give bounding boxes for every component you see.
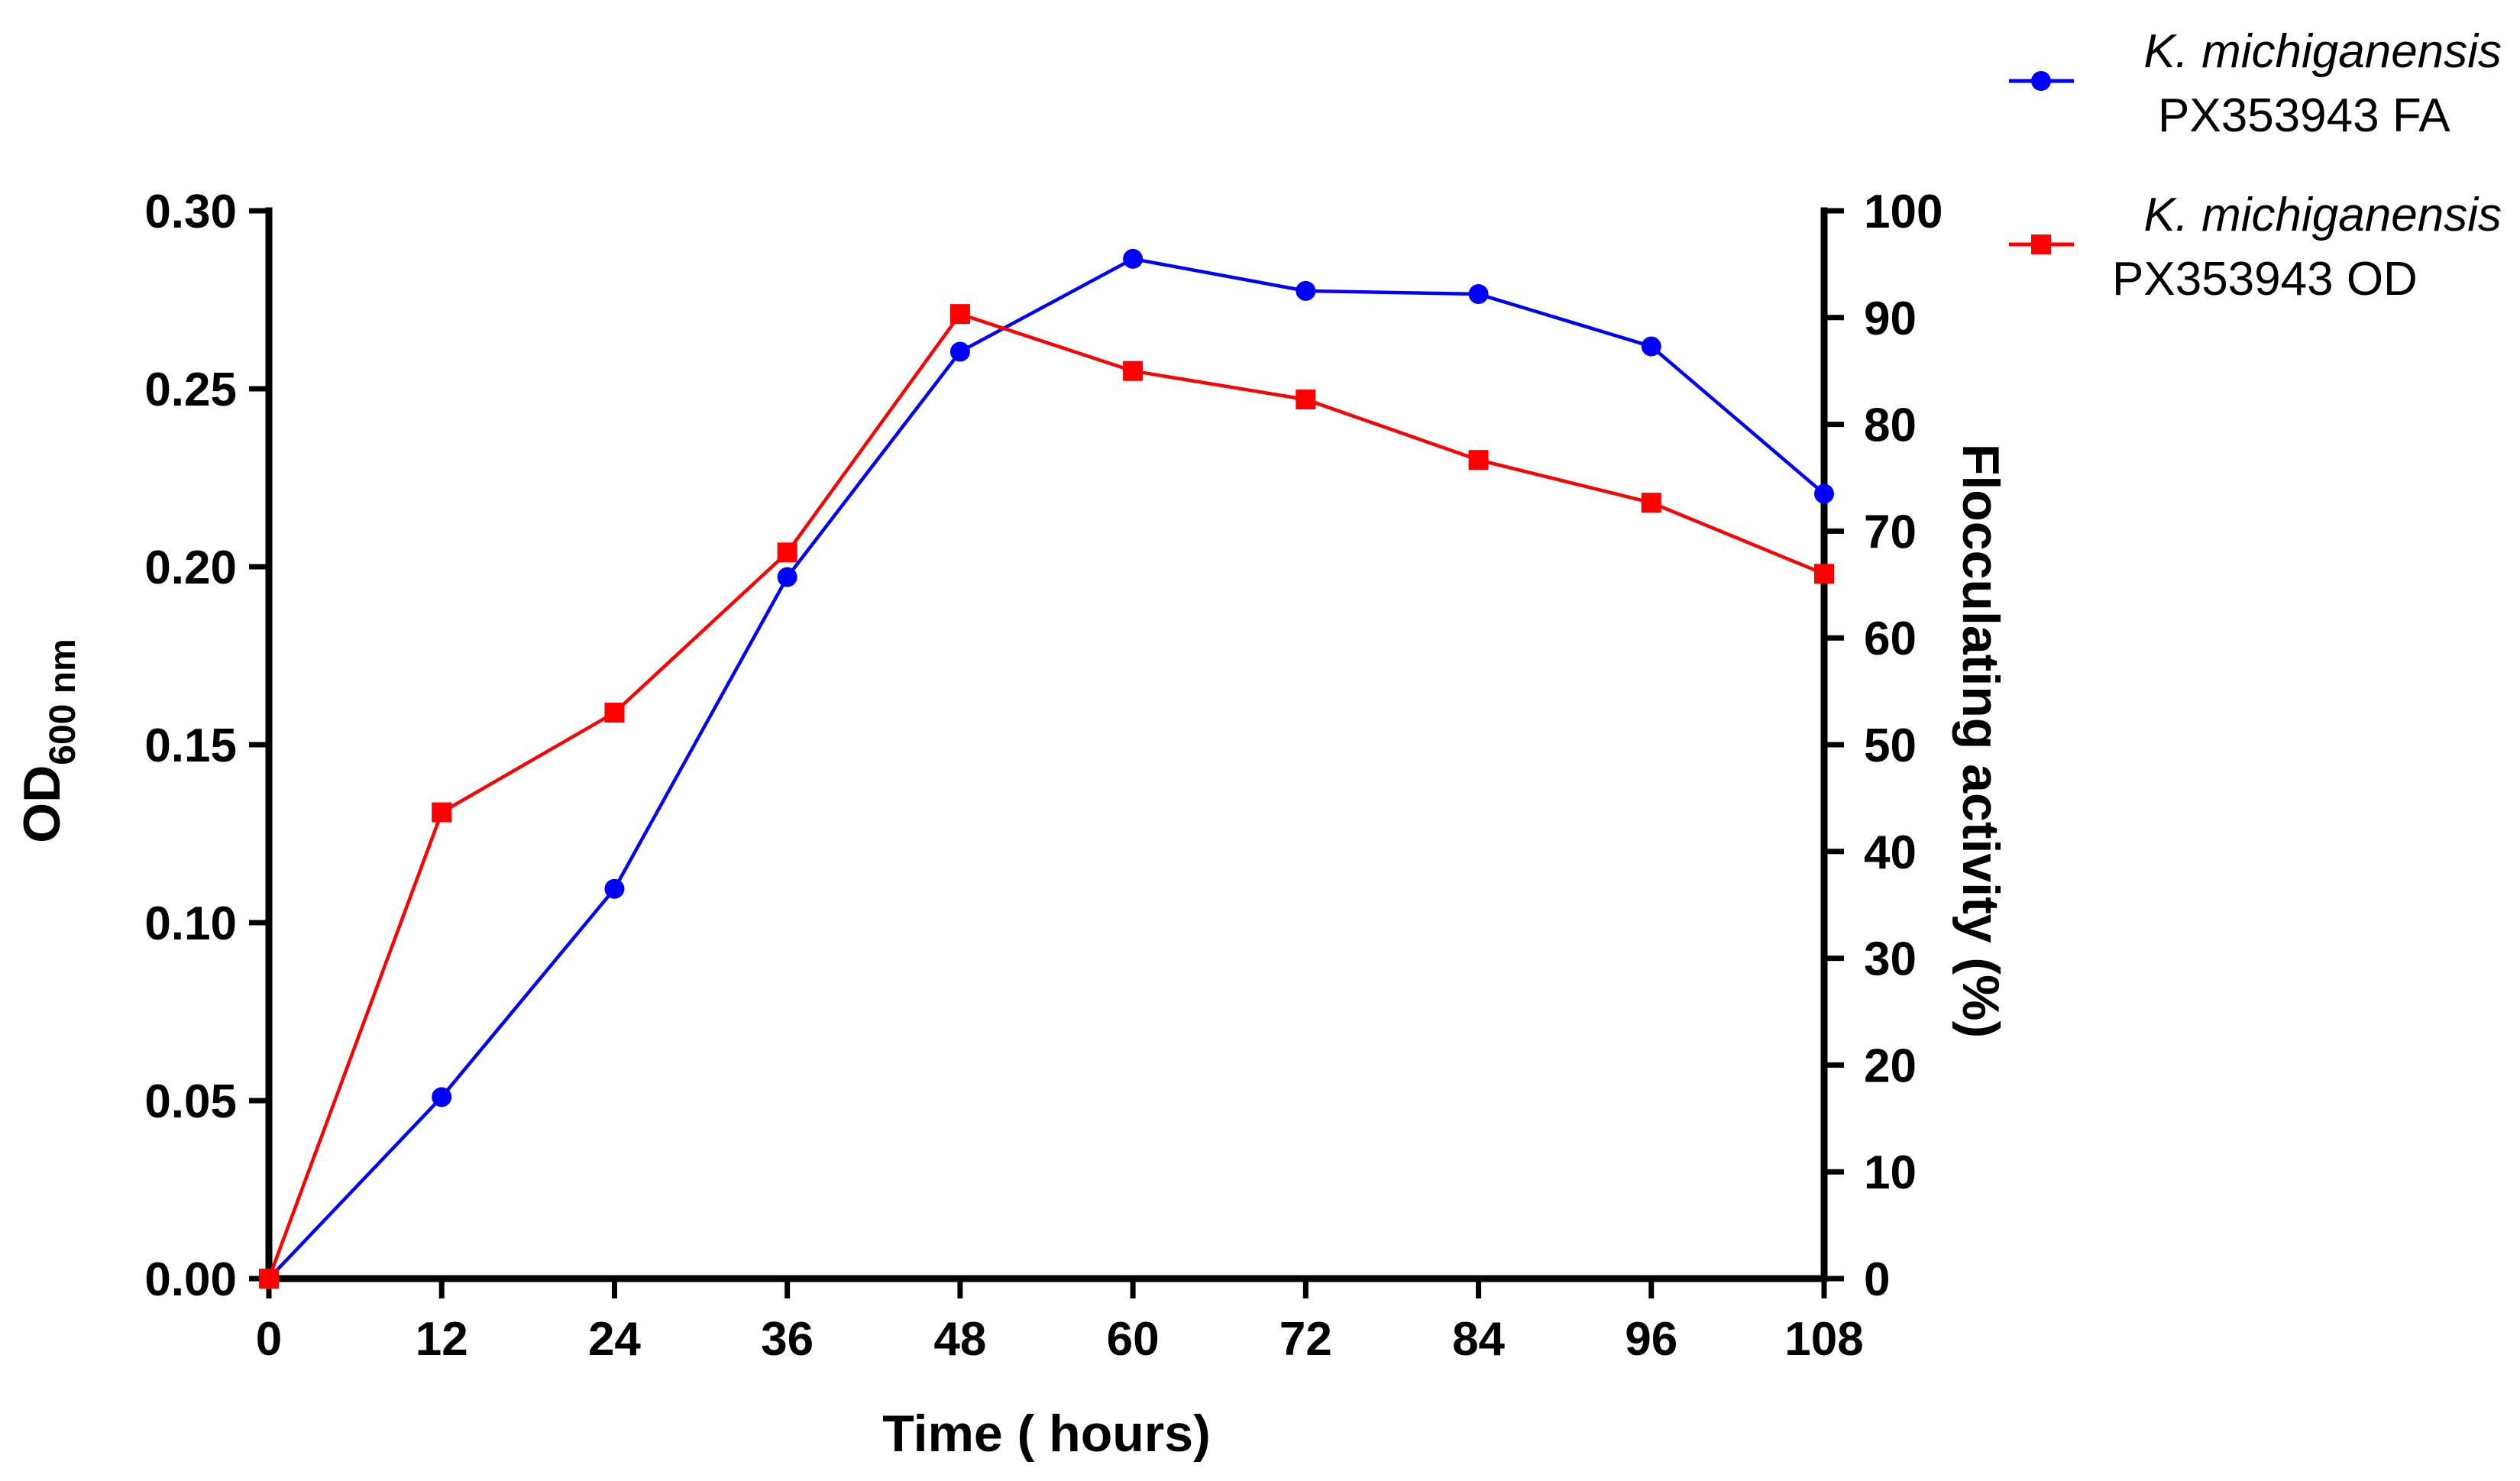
right-y-tick-label: 90: [1864, 293, 1917, 345]
right-y-axis-title: Flocculating activity (%): [1952, 444, 2010, 1038]
x-tick-label: 60: [1107, 1313, 1160, 1366]
left-y-axis-ticks: 0.00 0.05 0.10 0.15 0.20 0.25 0.30: [144, 186, 269, 1306]
axes: [265, 207, 1828, 1282]
data-point-square: [432, 802, 452, 823]
legend-label-od-strain: PX353943 OD: [2112, 253, 2418, 306]
legend-item-fa: K. michiganensis PX353943 FA: [2009, 25, 2502, 142]
data-point-circle: [1296, 280, 1316, 301]
right-y-tick-label: 0: [1864, 1253, 1890, 1306]
right-y-tick-label: 40: [1864, 826, 1917, 879]
left-y-tick-label: 0.25: [144, 364, 237, 416]
data-point-square: [604, 703, 625, 723]
left-y-tick-label: 0.30: [144, 186, 237, 238]
data-point-circle: [432, 1087, 452, 1108]
x-tick-label: 72: [1279, 1313, 1332, 1366]
right-y-tick-label: 50: [1864, 719, 1917, 772]
data-point-circle: [1468, 284, 1489, 305]
right-y-tick-label: 80: [1864, 399, 1917, 452]
right-y-tick-label: 10: [1864, 1146, 1917, 1199]
x-tick-label: 96: [1625, 1313, 1677, 1366]
legend-label-fa-species: K. michiganensis: [2143, 25, 2502, 78]
right-y-tick-label: 60: [1864, 613, 1917, 665]
right-y-axis-ticks: 0 10 20 30 40 50 60 70 80 90 100: [1824, 186, 1943, 1306]
data-point-square: [949, 304, 970, 325]
left-y-axis-title: OD600 nm: [13, 639, 83, 842]
left-y-tick-label: 0.00: [144, 1253, 237, 1306]
left-y-tick-label: 0.15: [144, 719, 237, 772]
legend-item-od: K. michiganensis PX353943 OD: [2009, 189, 2502, 306]
data-point-square: [259, 1269, 279, 1289]
x-tick-label: 48: [933, 1313, 986, 1366]
x-axis-ticks: 0 12 24 36 48 60 72 84 96 108: [256, 1279, 1864, 1366]
data-point-circle: [949, 341, 970, 362]
x-axis-title: Time ( hours): [882, 1405, 1210, 1463]
data-point-square: [1296, 389, 1316, 409]
legend-marker-square: [2031, 234, 2051, 254]
series-group: [259, 248, 1834, 1289]
right-y-tick-label: 30: [1864, 933, 1917, 986]
series-od: [259, 304, 1834, 1289]
right-y-tick-label: 70: [1864, 506, 1917, 558]
x-tick-label: 108: [1784, 1313, 1863, 1366]
left-y-tick-label: 0.05: [144, 1075, 237, 1128]
left-y-tick-label: 0.20: [144, 542, 237, 594]
x-tick-label: 24: [588, 1313, 641, 1366]
x-tick-label: 0: [256, 1313, 282, 1366]
legend-label-fa-strain: PX353943 FA: [2158, 89, 2450, 142]
data-point-circle: [1641, 336, 1661, 357]
data-point-square: [777, 542, 797, 563]
data-point-circle: [604, 878, 625, 899]
legend-marker-circle: [2031, 71, 2051, 91]
series-line: [267, 257, 1826, 1280]
data-point-circle: [1123, 248, 1144, 269]
x-tick-label: 36: [761, 1313, 814, 1366]
legend: K. michiganensis PX353943 FA K. michigan…: [2009, 25, 2502, 306]
right-y-tick-label: 20: [1864, 1040, 1917, 1092]
data-point-square: [1468, 450, 1489, 470]
data-point-circle: [1814, 483, 1834, 504]
data-point-square: [1641, 493, 1661, 513]
data-point-square: [1814, 564, 1834, 584]
data-point-square: [1123, 361, 1144, 381]
data-point-circle: [777, 567, 797, 587]
series-fa: [259, 248, 1834, 1289]
series-line: [267, 312, 1825, 1279]
left-y-tick-label: 0.10: [144, 897, 237, 950]
right-y-tick-label: 100: [1864, 186, 1943, 238]
x-tick-label: 84: [1452, 1313, 1505, 1366]
legend-label-od-species: K. michiganensis: [2143, 189, 2502, 241]
x-tick-label: 12: [416, 1313, 468, 1366]
